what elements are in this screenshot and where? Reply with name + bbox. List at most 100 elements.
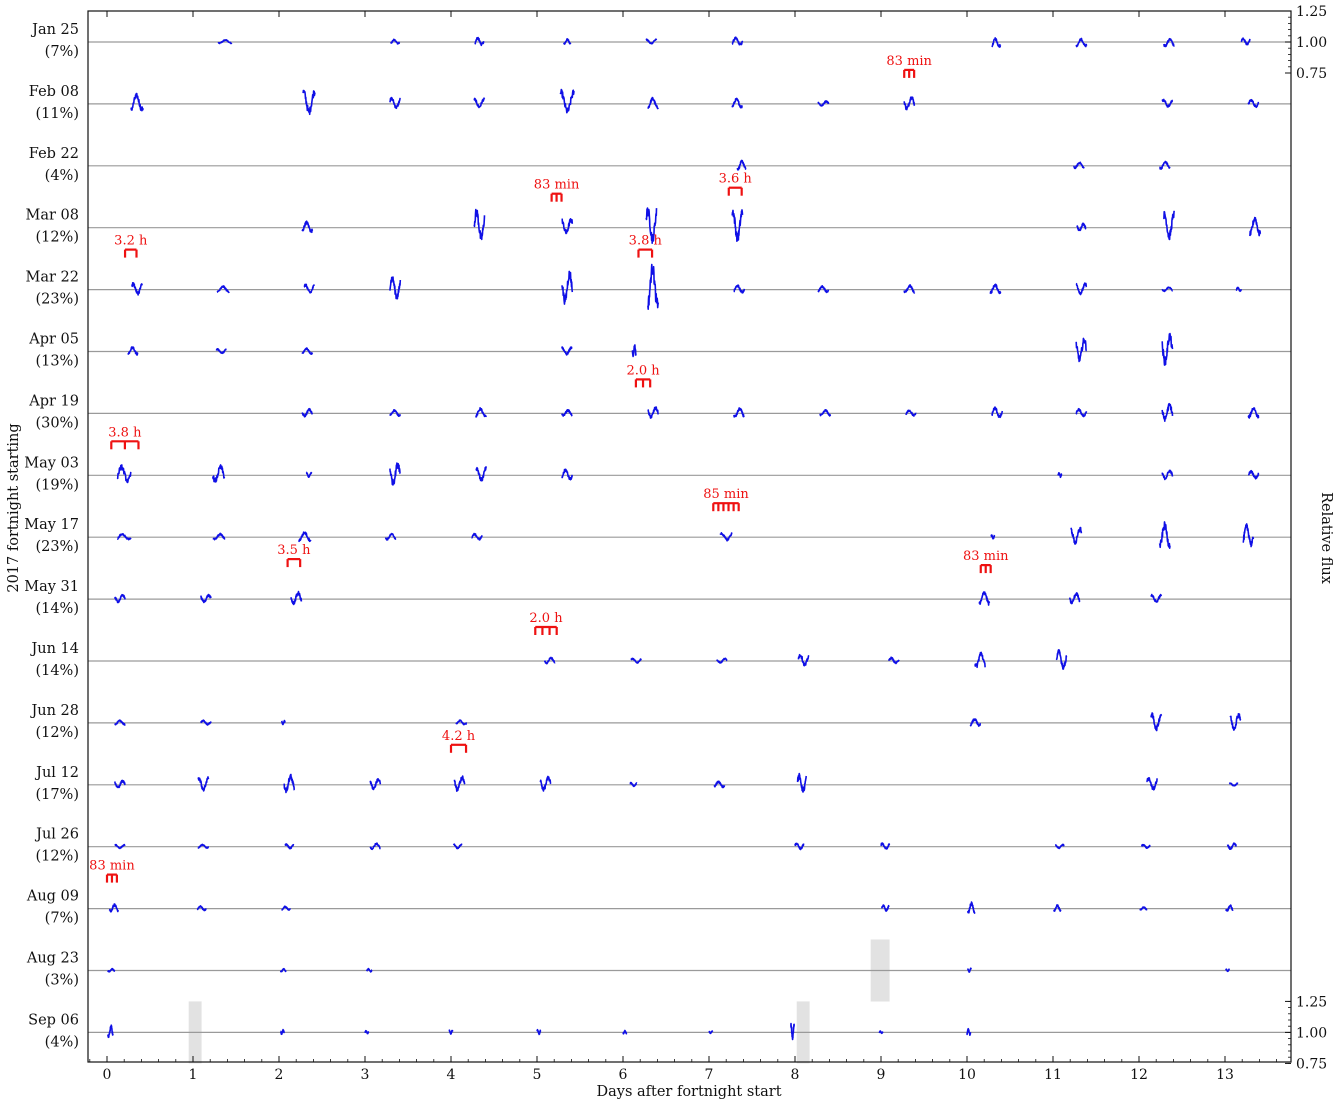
- flux-segment: [878, 1030, 884, 1035]
- flux-segment: [991, 406, 1004, 419]
- flux-segment: [645, 38, 658, 45]
- flux-segment: [279, 1028, 285, 1036]
- fortnight-percent-label: (3%): [45, 973, 79, 989]
- flux-segment: [1158, 521, 1171, 550]
- flux-segment: [108, 903, 119, 913]
- flux-segment: [196, 905, 207, 912]
- flux-segment: [113, 779, 126, 789]
- flux-segment: [475, 466, 488, 482]
- period-annotation: 3.8 h: [629, 234, 662, 258]
- flux-segment: [881, 904, 890, 912]
- flux-segment: [301, 347, 314, 356]
- period-annotation: 2.0 h: [626, 363, 660, 388]
- flux-segment: [290, 590, 303, 606]
- fortnight-percent-label: (14%): [35, 601, 79, 617]
- flux-segment: [389, 409, 402, 418]
- flux-segment: [561, 468, 574, 481]
- x-tick-label: 9: [877, 1067, 886, 1083]
- fortnight-percent-label: (11%): [35, 106, 79, 122]
- flux-segment: [989, 283, 1002, 295]
- flux-segment: [280, 905, 291, 911]
- flux-segment: [967, 967, 973, 973]
- right-axis-title: Relative flux: [1318, 492, 1334, 584]
- period-label: 3.8 h: [108, 425, 142, 440]
- flux-segment: [217, 39, 233, 45]
- x-tick-label: 13: [1216, 1067, 1234, 1083]
- flux-segment: [713, 780, 726, 789]
- fortnight-date-label: May 17: [24, 517, 79, 533]
- flux-segment: [389, 462, 401, 486]
- flux-segment: [731, 209, 744, 242]
- flux-segment: [561, 346, 573, 356]
- right-tick-label: 0.75: [1296, 66, 1327, 82]
- flux-segment: [107, 1024, 114, 1039]
- flux-segment: [1070, 526, 1083, 545]
- period-annotation: 3.5 h: [277, 543, 311, 568]
- flux-segment: [559, 88, 575, 114]
- flux-segment: [622, 1029, 628, 1035]
- fortnight-date-label: Jan 25: [30, 22, 79, 38]
- fortnight-percent-label: (30%): [35, 415, 79, 431]
- flux-segment: [1075, 407, 1088, 418]
- flux-segment: [1247, 469, 1260, 480]
- fortnight-percent-label: (13%): [35, 354, 79, 370]
- flux-segment: [302, 89, 316, 116]
- flux-segment: [1053, 904, 1062, 912]
- period-annotation: 3.6 h: [719, 172, 752, 196]
- flux-segment: [389, 276, 402, 300]
- x-tick-label: 6: [619, 1067, 628, 1083]
- period-label: 4.2 h: [442, 729, 476, 744]
- flux-segment: [369, 842, 382, 851]
- flux-segment: [365, 967, 373, 973]
- right-tick-label: 1.00: [1296, 1025, 1327, 1041]
- fortnight-date-label: Sep 06: [28, 1012, 79, 1028]
- period-label: 83 min: [89, 859, 135, 874]
- flux-segment: [731, 97, 744, 109]
- right-tick-label: 1.25: [1296, 4, 1327, 20]
- flux-segment: [1068, 592, 1081, 605]
- right-tick-label: 1.25: [1296, 994, 1327, 1010]
- flux-segment: [1055, 649, 1068, 670]
- flux-segment: [647, 263, 660, 311]
- flux-segment: [1242, 523, 1255, 548]
- flux-segment: [1076, 222, 1087, 232]
- flux-segment: [473, 208, 486, 241]
- flux-segment: [1075, 282, 1088, 296]
- fortnight-date-label: Aug 09: [26, 889, 79, 905]
- fortnight-date-label: Feb 22: [29, 146, 79, 162]
- flux-segment: [1146, 777, 1158, 791]
- period-annotation: 83 min: [963, 549, 1009, 574]
- flux-segment: [1150, 593, 1163, 603]
- flux-segment: [279, 967, 287, 973]
- flux-segment: [280, 719, 286, 726]
- x-tick-label: 2: [275, 1067, 284, 1083]
- curves-layer: [107, 36, 1262, 1041]
- flux-segment: [1161, 469, 1174, 481]
- fortnight-date-label: Jun 28: [29, 703, 79, 719]
- flux-segment: [1225, 968, 1230, 973]
- flux-segment: [448, 1029, 454, 1035]
- fortnight-date-label: Mar 22: [26, 270, 79, 286]
- flux-segment: [369, 778, 382, 791]
- period-label: 2.0 h: [626, 363, 660, 378]
- flux-segment: [1054, 843, 1065, 850]
- x-axis: 0 1 2 3 4 5 6 7 8 9 10 11 12 13: [89, 11, 1277, 1083]
- flux-segment: [796, 772, 807, 793]
- flux-segment: [283, 773, 296, 794]
- period-annotation: 83 min: [886, 54, 933, 78]
- flux-segment: [473, 97, 486, 109]
- flux-segment: [1161, 332, 1174, 366]
- flux-segment: [716, 657, 728, 664]
- flux-segment: [543, 656, 556, 665]
- flux-segment: [736, 159, 747, 171]
- flux-segment: [1073, 161, 1085, 170]
- flux-segment: [630, 657, 642, 664]
- x-tick-label: 0: [103, 1067, 112, 1083]
- period-label: 83 min: [963, 549, 1009, 564]
- flux-segment: [631, 344, 637, 358]
- flux-segment: [794, 842, 805, 851]
- flux-segment: [969, 718, 982, 727]
- flux-segment: [1141, 843, 1151, 850]
